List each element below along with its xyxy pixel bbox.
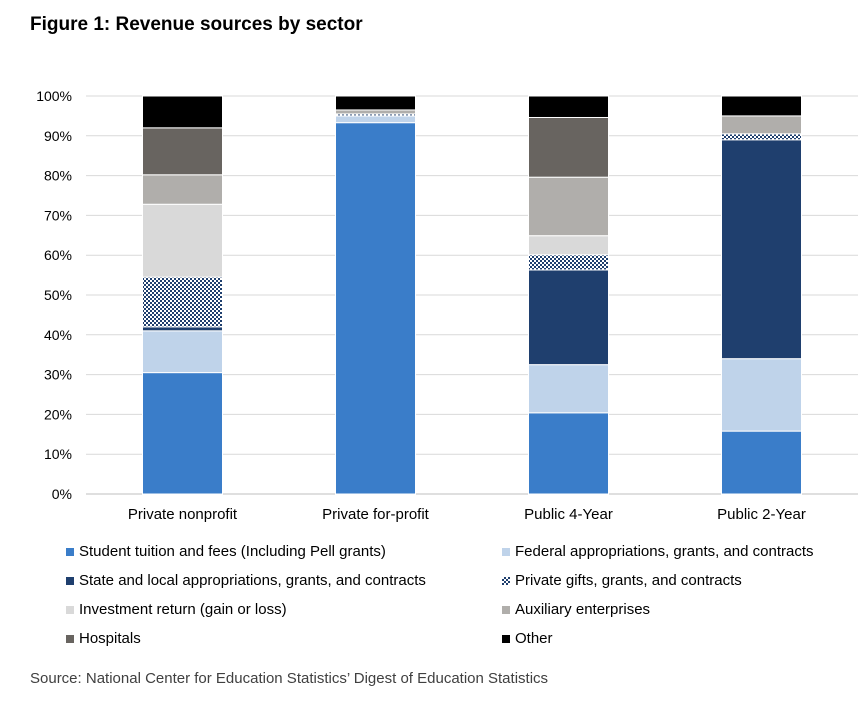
legend-label: Investment return (gain or loss) [79, 601, 287, 618]
legend-swatch [502, 547, 510, 556]
legend-swatch [66, 605, 74, 614]
bar-segment-hospitals [142, 127, 223, 176]
bar-segment-federal-appropriations-grants-and-contracts [142, 330, 223, 374]
legend-label: Hospitals [79, 630, 141, 647]
bar-segment-student-tuition-and-fees-including-pell-grants [528, 412, 609, 495]
legend-item: Other [502, 624, 856, 653]
bar-segment-auxiliary-enterprises [528, 176, 609, 237]
y-axis-tick-labels: 0% 10% 20% 30% 40% 50% 60% 70% 80% 90% 100% [36, 88, 72, 502]
legend-swatch [66, 634, 74, 643]
legend-label: Student tuition and fees (Including Pell… [79, 543, 386, 560]
bar-segment-state-and-local-appropriations-grants-and-contracts [528, 269, 609, 366]
legend-item: Federal appropriations, grants, and cont… [502, 537, 856, 566]
bar-segment-state-and-local-appropriations-grants-and-contracts [142, 326, 223, 332]
legend-item: Private gifts, grants, and contracts [502, 566, 856, 595]
x-tick-label: Public 2-Year [717, 506, 806, 523]
bar-segment-state-and-local-appropriations-grants-and-contracts [721, 139, 802, 360]
bars [142, 95, 802, 495]
bar-segment-other [528, 95, 609, 118]
legend-swatch [502, 634, 510, 643]
y-tick-label: 10% [44, 446, 72, 462]
y-tick-label: 90% [44, 128, 72, 144]
legend-swatch [66, 547, 74, 556]
source-note: Source: National Center for Education St… [30, 670, 549, 687]
legend-item: Investment return (gain or loss) [66, 595, 502, 624]
legend-swatch [66, 576, 74, 585]
y-tick-label: 60% [44, 247, 72, 263]
y-tick-label: 50% [44, 287, 72, 303]
y-tick-label: 30% [44, 367, 72, 383]
bar-segment-auxiliary-enterprises [721, 115, 802, 135]
legend-label: Private gifts, grants, and contracts [515, 572, 742, 589]
stacked-bar-chart: 0% 10% 20% 30% 40% 50% 60% 70% 80% 90% 100% Privat… [36, 88, 858, 523]
bar-segment-student-tuition-and-fees-including-pell-grants [335, 122, 416, 495]
legend-item: State and local appropriations, grants, … [66, 566, 502, 595]
bar-segment-other [335, 95, 416, 111]
bar-segment-other [721, 95, 802, 117]
legend-swatch [502, 605, 510, 614]
bar-segment-private-gifts-grants-and-contracts [721, 133, 802, 141]
y-tick-label: 80% [44, 168, 72, 184]
bar-segment-other [142, 95, 223, 129]
bar-segment-student-tuition-and-fees-including-pell-grants [142, 372, 223, 495]
bar-segment-auxiliary-enterprises [335, 109, 416, 115]
figure-title: Figure 1: Revenue sources by sector [30, 14, 363, 35]
bar-segment-federal-appropriations-grants-and-contracts [528, 364, 609, 414]
y-tick-label: 40% [44, 327, 72, 343]
y-tick-label: 0% [52, 486, 72, 502]
legend: Student tuition and fees (Including Pell… [66, 537, 856, 653]
legend-item: Hospitals [66, 624, 502, 653]
y-tick-label: 20% [44, 406, 72, 422]
x-tick-label: Private for-profit [322, 506, 430, 523]
bar-segment-student-tuition-and-fees-including-pell-grants [721, 430, 802, 495]
legend-label: Auxiliary enterprises [515, 601, 651, 618]
x-tick-label: Private nonprofit [128, 506, 238, 523]
legend-item: Student tuition and fees (Including Pell… [66, 537, 502, 566]
legend-swatch [502, 576, 510, 585]
bar-segment-investment-return-gain-or-loss [528, 235, 609, 256]
y-tick-label: 100% [36, 88, 72, 104]
bar-segment-hospitals [528, 116, 609, 178]
bar-segment-federal-appropriations-grants-and-contracts [721, 358, 802, 432]
legend-label: Other [515, 630, 553, 647]
legend-label: State and local appropriations, grants, … [79, 572, 426, 589]
bar-segment-auxiliary-enterprises [142, 174, 223, 205]
y-tick-label: 70% [44, 207, 72, 223]
bar-segment-investment-return-gain-or-loss [142, 203, 223, 278]
bar-segment-private-gifts-grants-and-contracts [528, 254, 609, 271]
legend-item: Auxiliary enterprises [502, 595, 856, 624]
legend-label: Federal appropriations, grants, and cont… [515, 543, 814, 560]
x-axis-tick-labels: Private nonprofit Private for-profit Publi… [128, 506, 806, 523]
bar-segment-federal-appropriations-grants-and-contracts [335, 115, 416, 124]
x-tick-label: Public 4-Year [524, 506, 613, 523]
bar-segment-private-gifts-grants-and-contracts [142, 276, 223, 328]
